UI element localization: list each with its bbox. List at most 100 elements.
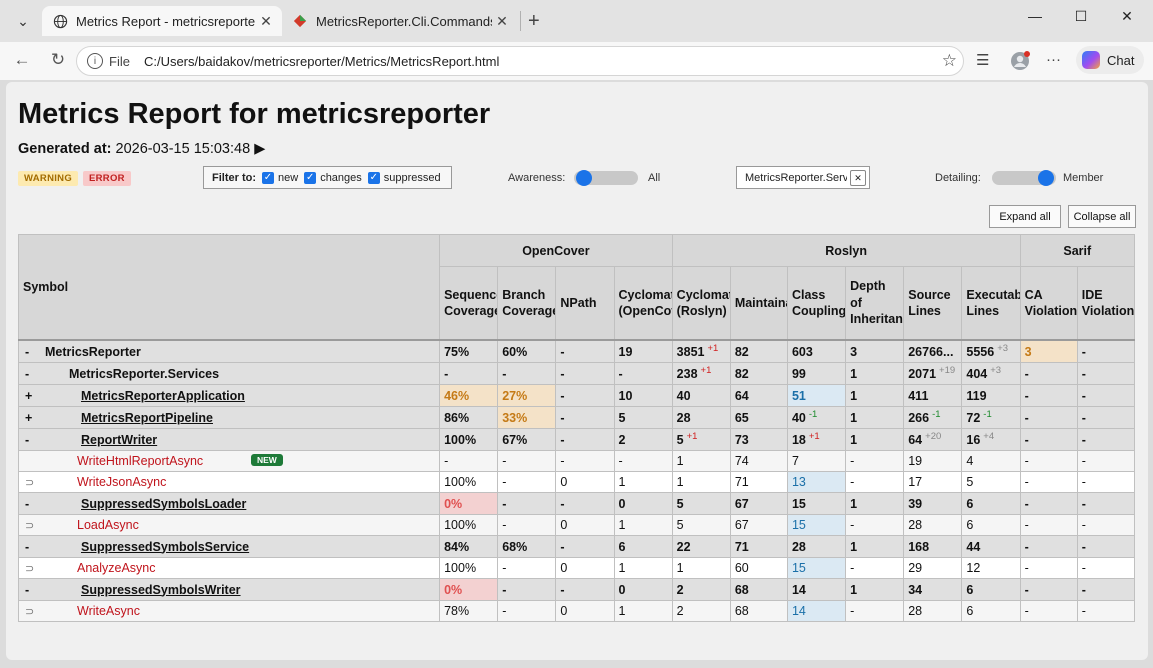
favorite-star-icon[interactable]: ☆	[941, 51, 957, 70]
symbol-cell[interactable]: + MetricsReportPipeline	[17, 406, 441, 429]
expand-all-button[interactable]: Expand all	[989, 205, 1061, 228]
column-header[interactable]: Executable Lines	[961, 266, 1021, 341]
symbol-cell[interactable]: + MetricsReporterApplication	[17, 384, 441, 407]
tab-cli-commands[interactable]: MetricsReporter.Cli.Commands.Bu ✕	[282, 6, 518, 36]
metric-value: -	[560, 366, 565, 381]
table-row[interactable]: - MetricsReporter 75% 60% -19 3851 +1 82 603 3 267…	[17, 339, 1136, 363]
metric-delta: +1	[700, 365, 712, 377]
table-row[interactable]: ⊃ WriteAsync 78% - 0 1 2 68 14 - 28 6 - -	[17, 600, 1136, 622]
symbol-cell[interactable]: ⊃ WriteAsync	[17, 600, 441, 622]
symbol-name[interactable]: SuppressedSymbolsWriter	[81, 582, 241, 597]
collapse-toggle-icon[interactable]: -	[25, 496, 30, 511]
metric-cell: 0	[555, 557, 615, 579]
chat-button[interactable]: Chat	[1076, 46, 1144, 74]
clear-filter-icon[interactable]: ✕	[850, 170, 866, 186]
generated-at[interactable]: Generated at: 2026-03-15 15:03:48 ▶	[18, 141, 265, 157]
profile-avatar-icon[interactable]	[1010, 51, 1030, 75]
table-row[interactable]: WriteHtmlReportAsync NEW - - - - 1 74 7 - 19 4 - -	[17, 450, 1136, 472]
window-close-icon[interactable]: ✕	[1121, 8, 1133, 24]
symbol-name[interactable]: MetricsReportPipeline	[81, 410, 213, 425]
column-header[interactable]: CA Violations	[1019, 266, 1078, 341]
table-row[interactable]: ⊃ WriteJsonAsync 100% - 0 1 1 71 13 - 17 5 - -	[17, 471, 1136, 493]
expand-toggle-icon[interactable]: +	[25, 410, 33, 425]
symbol-cell[interactable]: ⊃ AnalyzeAsync	[17, 557, 441, 579]
tab-metrics-report[interactable]: Metrics Report - metricsreporter ✕	[42, 6, 282, 36]
more-menu-icon[interactable]: ···	[1046, 51, 1061, 68]
table-row[interactable]: - ReportWriter 100% 67% -2 5 +1 73 18 +1 1 64 +20 16 +…	[17, 428, 1136, 451]
symbol-name[interactable]: MetricsReporterApplication	[81, 388, 245, 403]
member-name[interactable]: AnalyzeAsync	[77, 561, 156, 575]
table-row[interactable]: - MetricsReporter.Services - - - -238 +1 82 99 1 2…	[17, 362, 1136, 385]
table-row[interactable]: + MetricsReporterApplication 46% 27% - 10 40 64…	[17, 384, 1136, 407]
reload-icon[interactable]: ↻	[50, 50, 66, 69]
table-row[interactable]: - SuppressedSymbolsService 84% 68% - 6 22 71 28 1…	[17, 535, 1136, 558]
member-name[interactable]: WriteHtmlReportAsync	[77, 454, 204, 468]
column-header[interactable]: Cyclomatic (OpenCover)	[613, 266, 673, 341]
detailing-slider[interactable]	[992, 170, 1056, 186]
metric-cell: 34	[903, 578, 963, 601]
close-tab-icon[interactable]: ✕	[260, 12, 272, 29]
symbol-filter-input[interactable]: MetricsReporter.Services ✕	[736, 166, 870, 189]
column-header[interactable]: Source Lines	[903, 266, 963, 341]
member-name[interactable]: WriteAsync	[77, 604, 140, 618]
symbol-cell[interactable]: - SuppressedSymbolsService	[17, 535, 441, 558]
symbol-cell[interactable]: ⊃ LoadAsync	[17, 514, 441, 536]
new-tab-icon[interactable]: +	[528, 10, 540, 32]
table-row[interactable]: ⊃ AnalyzeAsync 100% - 0 1 1 60 15 - 29 12 - -	[17, 557, 1136, 579]
member-name[interactable]: WriteJsonAsync	[77, 475, 167, 489]
column-header[interactable]: Class Coupling	[786, 266, 847, 341]
table-row[interactable]: - SuppressedSymbolsWriter 0% - - 0 2 68 14 1 34 6 - -	[17, 578, 1136, 601]
minimize-icon[interactable]: —	[1028, 8, 1042, 24]
column-header[interactable]: IDE Violations	[1076, 266, 1136, 341]
column-header[interactable]: Depth of Inheritance	[845, 266, 905, 341]
column-header[interactable]: NPath	[555, 266, 615, 341]
collapse-toggle-icon[interactable]: -	[25, 344, 30, 359]
symbol-filter-value[interactable]: MetricsReporter.Services	[745, 171, 847, 184]
table-row[interactable]: - SuppressedSymbolsLoader 0% - - 0 5 67 15 1 39 6 - -	[17, 492, 1136, 515]
collapse-all-button[interactable]: Collapse all	[1068, 205, 1136, 228]
column-header[interactable]: Maintainability	[729, 266, 788, 341]
symbol-cell[interactable]: - SuppressedSymbolsWriter	[17, 578, 441, 601]
awareness-slider[interactable]	[574, 170, 638, 186]
url-input[interactable]: i File C:/Users/baidakov/metricsreporter…	[76, 46, 964, 76]
expand-toggle-icon[interactable]: +	[25, 388, 33, 403]
symbol-cell[interactable]: ⊃ WriteJsonAsync	[17, 471, 441, 493]
symbol-name[interactable]: SuppressedSymbolsService	[81, 539, 250, 554]
symbol-cell[interactable]: - MetricsReporter.Services	[17, 362, 441, 385]
symbol-header[interactable]: Symbol	[17, 234, 441, 341]
symbol-name[interactable]: MetricsReporter.Services	[69, 366, 220, 381]
collapse-toggle-icon[interactable]: -	[25, 366, 30, 381]
symbol-cell[interactable]: - ReportWriter	[17, 428, 441, 451]
column-header[interactable]: Cyclomatic (Roslyn)	[671, 266, 731, 341]
metric-cell: 100%	[439, 557, 499, 579]
symbol-name[interactable]: ReportWriter	[81, 432, 158, 447]
collapse-toggle-icon[interactable]: -	[25, 432, 30, 447]
back-arrow-icon[interactable]: ←	[13, 50, 31, 69]
url-text[interactable]: C:/Users/baidakov/metricsreporter/Metric…	[143, 53, 500, 69]
table-row[interactable]: + MetricsReportPipeline 86% 33% -5 28 65 40 -1 1 2…	[17, 406, 1136, 429]
symbol-name[interactable]: MetricsReporter	[45, 344, 141, 359]
close-tab-icon[interactable]: ✕	[496, 12, 508, 29]
member-name[interactable]: LoadAsync	[77, 518, 139, 532]
filter-new-checkbox[interactable]: ✓ new	[262, 171, 298, 184]
column-header[interactable]: Branch Coverage	[497, 266, 557, 341]
tab-search-chevron-icon[interactable]: ⌄	[17, 12, 29, 29]
maximize-icon[interactable]: ☐	[1074, 8, 1088, 24]
filter-suppressed-checkbox[interactable]: ✓ suppressed	[367, 171, 441, 184]
info-icon[interactable]: i	[87, 53, 103, 69]
collapse-toggle-icon[interactable]: -	[25, 539, 30, 554]
symbol-cell[interactable]: WriteHtmlReportAsync NEW	[17, 450, 441, 472]
metric-value: -	[502, 604, 507, 618]
symbol-name[interactable]: SuppressedSymbolsLoader	[81, 496, 247, 511]
symbol-cell[interactable]: - SuppressedSymbolsLoader	[17, 492, 441, 515]
symbol-cell[interactable]: - MetricsReporter	[17, 339, 441, 363]
metric-value: -	[1081, 410, 1086, 425]
table-row[interactable]: ⊃ LoadAsync 100% -0 1 5 67 15-28 6- -	[17, 514, 1136, 536]
favorites-list-icon[interactable]: ☰	[976, 52, 990, 69]
collapse-toggle-icon[interactable]: -	[25, 582, 30, 597]
slider-knob[interactable]	[1038, 170, 1054, 186]
filter-changes-checkbox[interactable]: ✓ changes	[304, 171, 362, 184]
slider-knob[interactable]	[576, 170, 592, 186]
play-triangle-icon[interactable]: ▶	[254, 141, 266, 157]
column-header[interactable]: Sequence Coverage	[439, 266, 499, 341]
